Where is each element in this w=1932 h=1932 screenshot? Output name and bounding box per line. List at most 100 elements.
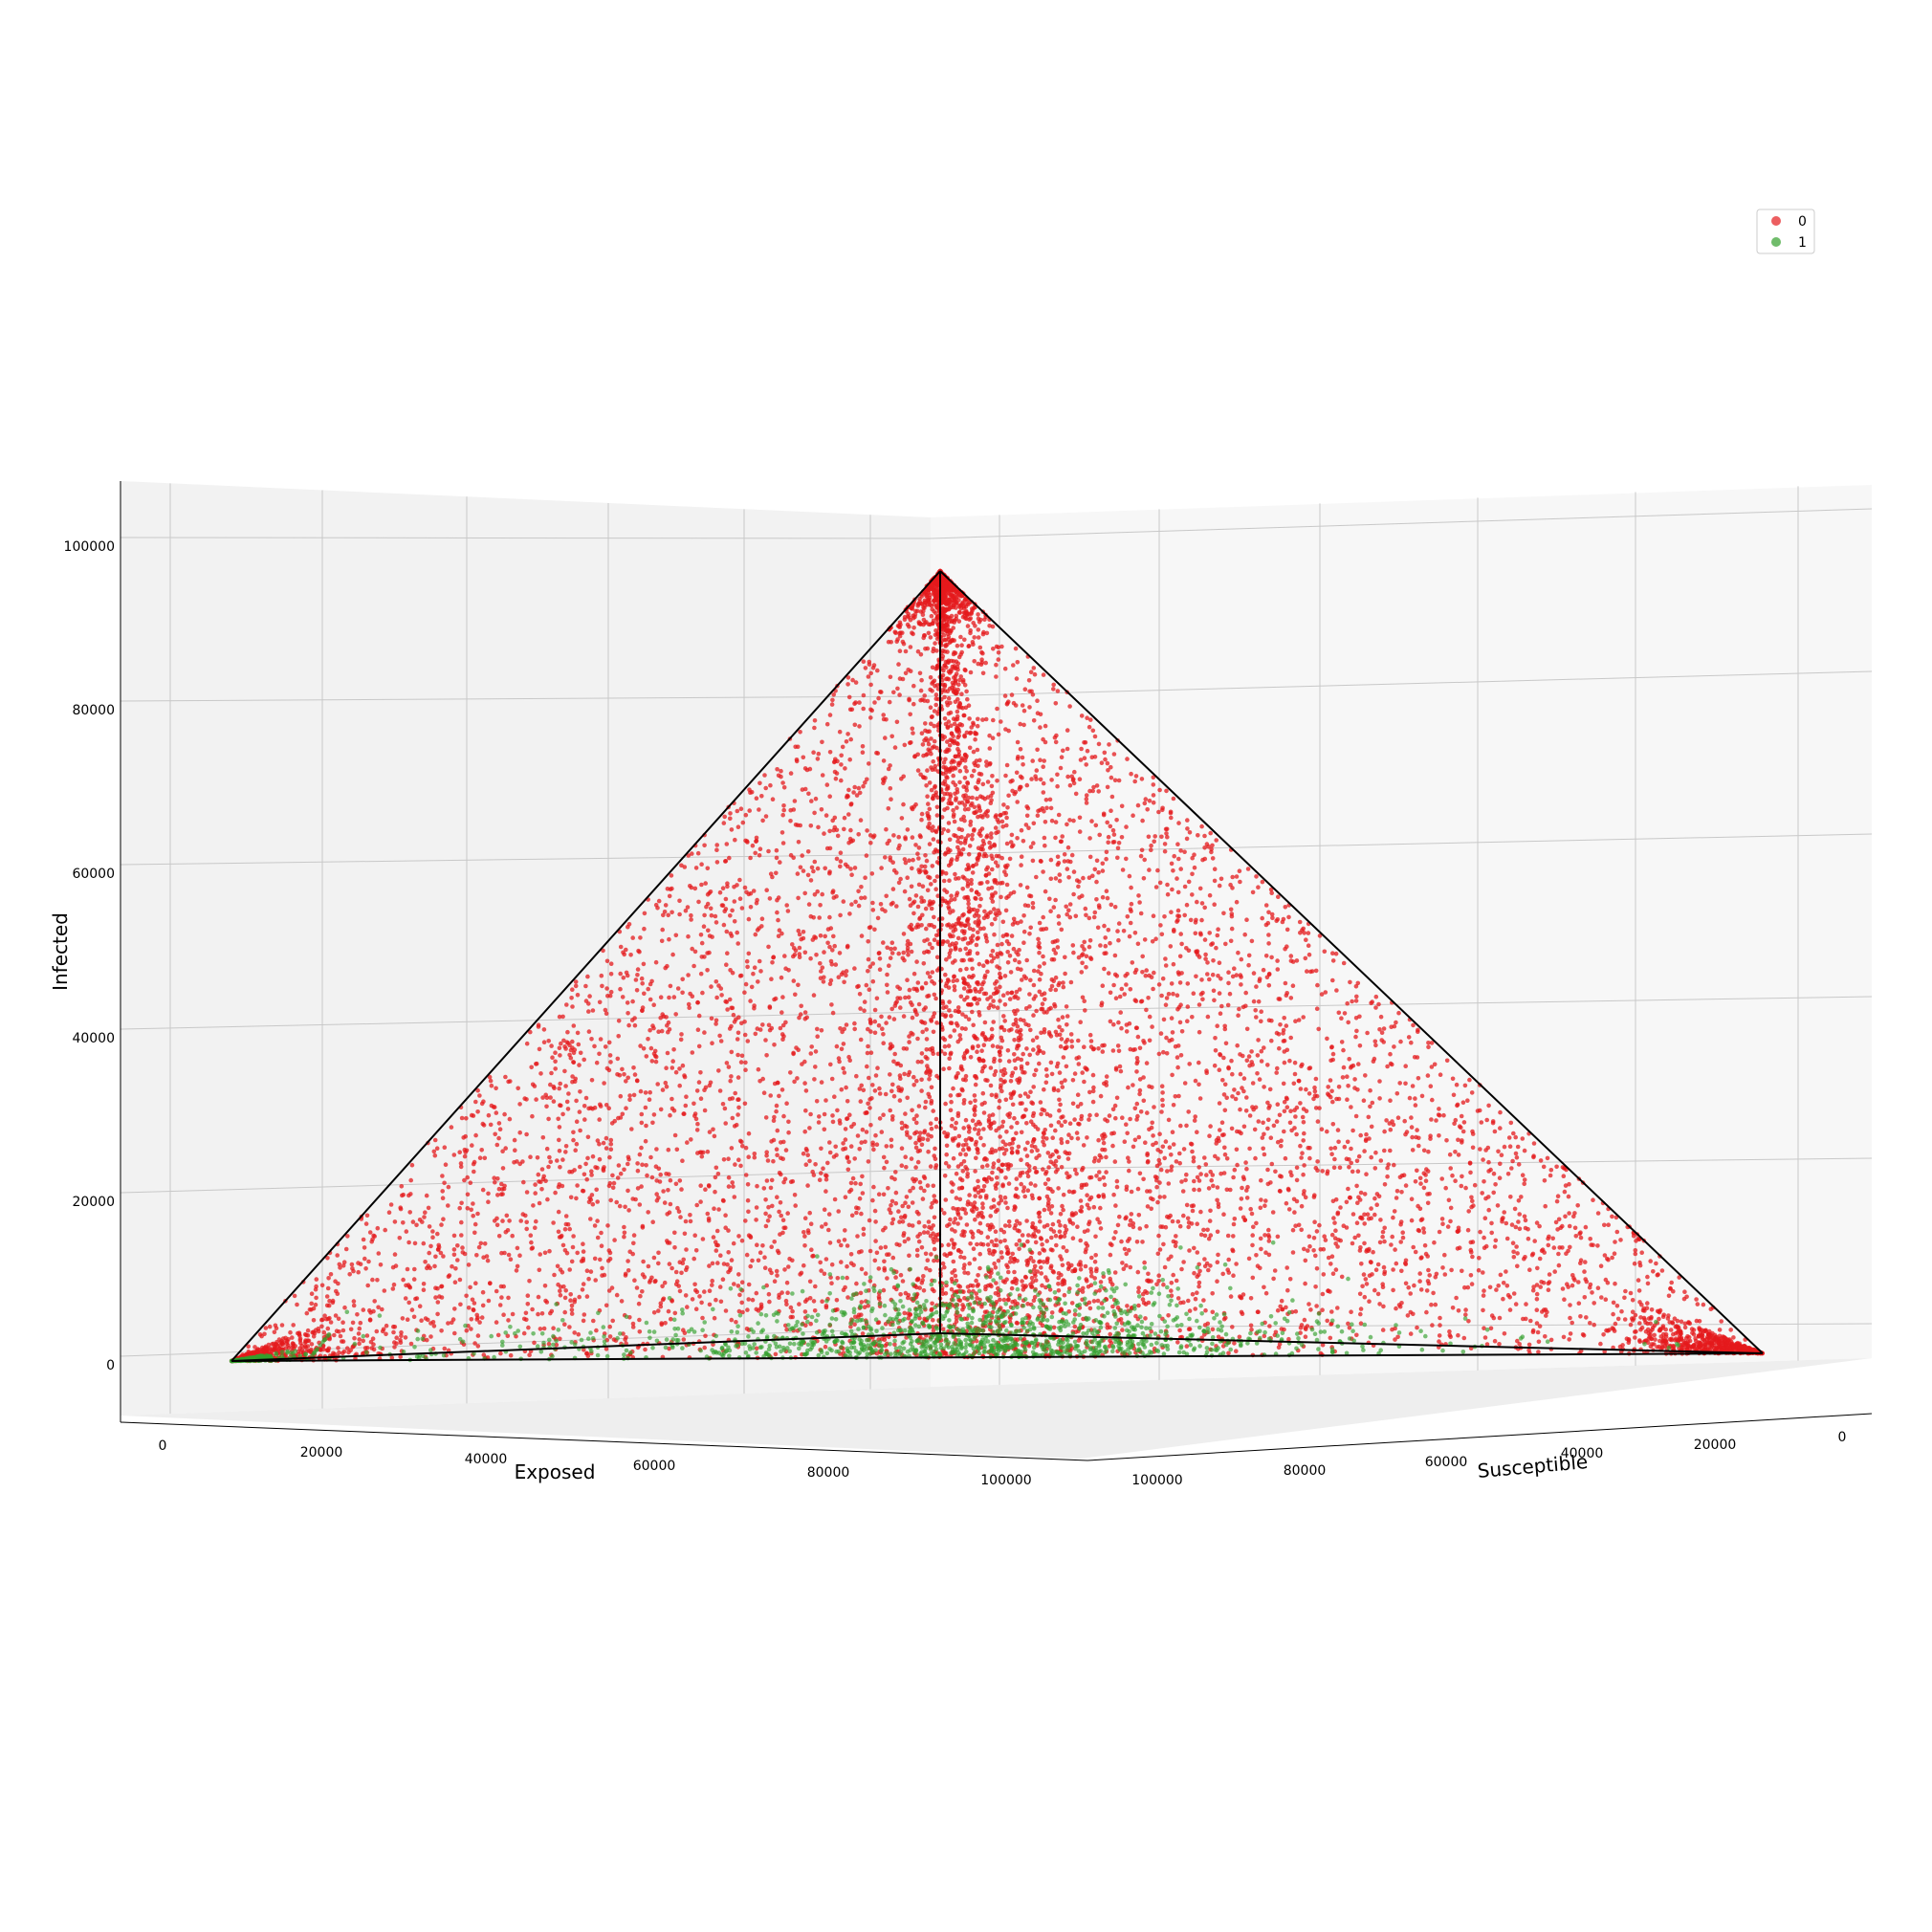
scatter-point xyxy=(1403,1081,1408,1087)
scatter-point xyxy=(288,1329,293,1335)
scatter-point xyxy=(714,1248,719,1253)
scatter-point xyxy=(781,1179,786,1185)
scatter-point xyxy=(724,1061,730,1065)
scatter-point xyxy=(1294,1165,1300,1171)
scatter-point xyxy=(569,1307,575,1312)
scatter-point xyxy=(1142,1041,1147,1045)
scatter-point xyxy=(972,827,977,832)
scatter-point xyxy=(981,1143,986,1148)
scatter-point xyxy=(455,1258,460,1262)
scatter-point xyxy=(1099,1154,1104,1160)
scatter-point xyxy=(1244,1196,1250,1200)
scatter-point xyxy=(1417,1279,1422,1284)
scatter-point xyxy=(1301,1120,1306,1125)
scatter-point xyxy=(1325,1036,1329,1042)
scatter-point xyxy=(973,920,977,925)
scatter-point xyxy=(1298,1143,1303,1149)
scatter-point xyxy=(340,1320,345,1325)
scatter-point xyxy=(1330,1099,1335,1105)
scatter-point xyxy=(929,613,934,619)
scatter-point xyxy=(808,955,813,961)
scatter-point xyxy=(1187,1062,1192,1066)
scatter-point xyxy=(1308,1307,1313,1312)
scatter-point xyxy=(1092,1276,1097,1281)
scatter-point xyxy=(667,995,671,1000)
scatter-point xyxy=(951,651,956,657)
scatter-point xyxy=(521,1179,526,1185)
scatter-point xyxy=(1104,1170,1109,1175)
scatter-point xyxy=(945,1223,950,1228)
scatter-point xyxy=(1185,818,1190,823)
scatter-point xyxy=(1184,1172,1189,1177)
scatter-point xyxy=(1315,1159,1320,1164)
scatter-point xyxy=(639,1111,645,1117)
scatter-point xyxy=(845,1167,851,1173)
scatter-point xyxy=(954,796,958,801)
scatter-point xyxy=(391,1329,396,1335)
scatter-point xyxy=(993,1265,999,1270)
scatter-point xyxy=(1094,897,1099,902)
scatter-point xyxy=(1002,1079,1007,1084)
scatter-point xyxy=(875,668,880,673)
scatter-point xyxy=(1001,802,1006,807)
scatter-point xyxy=(905,875,910,880)
scatter-point xyxy=(700,1237,706,1241)
scatter-point xyxy=(846,694,852,700)
scatter-point xyxy=(1282,1016,1286,1021)
scatter-point xyxy=(1482,1335,1488,1340)
scatter-point xyxy=(1313,1284,1318,1289)
scatter-point xyxy=(1005,950,1010,955)
scatter-point xyxy=(528,1154,533,1159)
scatter-point xyxy=(692,1111,698,1116)
scatter-point xyxy=(849,902,854,907)
scatter-point xyxy=(675,1205,680,1211)
scatter-point xyxy=(869,871,875,876)
scatter-point xyxy=(699,882,704,888)
scatter-point xyxy=(371,1233,376,1239)
scatter-point xyxy=(1303,1195,1308,1200)
scatter-point xyxy=(726,1175,732,1180)
scatter-point xyxy=(1149,843,1153,848)
scatter-point xyxy=(945,923,950,928)
scatter-point xyxy=(1093,823,1099,828)
scatter-point xyxy=(506,1295,511,1301)
scatter-point xyxy=(475,1344,481,1349)
scatter-point xyxy=(970,1118,976,1123)
scatter-point xyxy=(1184,1123,1189,1129)
scatter-point xyxy=(1124,1022,1130,1027)
scatter-point xyxy=(1020,1101,1024,1106)
scatter-point xyxy=(916,845,922,850)
scatter-point xyxy=(677,1178,683,1183)
scatter-point xyxy=(1556,1262,1562,1268)
scatter-point xyxy=(1380,1229,1386,1235)
scatter-point xyxy=(888,1042,893,1047)
scatter-point xyxy=(1394,1091,1400,1096)
scatter-point xyxy=(728,1078,733,1084)
scatter-point xyxy=(707,1263,712,1268)
scatter-point xyxy=(1255,1053,1261,1058)
scatter-point xyxy=(943,983,949,989)
scatter-point xyxy=(1418,1256,1423,1261)
scatter-point xyxy=(624,1106,628,1110)
scatter-point xyxy=(1333,1197,1339,1202)
scatter-point xyxy=(1318,1350,1324,1356)
scatter-point xyxy=(721,1262,727,1266)
scatter-point xyxy=(1339,1040,1345,1044)
scatter-point xyxy=(1023,1021,1028,1027)
scatter-point xyxy=(735,1037,740,1042)
scatter-point xyxy=(860,750,866,755)
scatter-point xyxy=(812,859,818,865)
scatter-point xyxy=(676,1209,682,1214)
scatter-point xyxy=(1241,1124,1247,1130)
scatter-point xyxy=(597,1141,602,1147)
scatter-point xyxy=(1087,1306,1093,1311)
scatter-point xyxy=(989,1270,994,1276)
scatter-point xyxy=(1207,1133,1212,1138)
scatter-point xyxy=(314,1277,319,1282)
scatter-point xyxy=(1019,1064,1024,1069)
scatter-point xyxy=(1113,1067,1119,1072)
grid-line xyxy=(930,996,1873,1013)
scatter-point xyxy=(570,1004,575,1009)
scatter-point xyxy=(1092,1260,1098,1264)
scatter-point xyxy=(357,1337,362,1342)
